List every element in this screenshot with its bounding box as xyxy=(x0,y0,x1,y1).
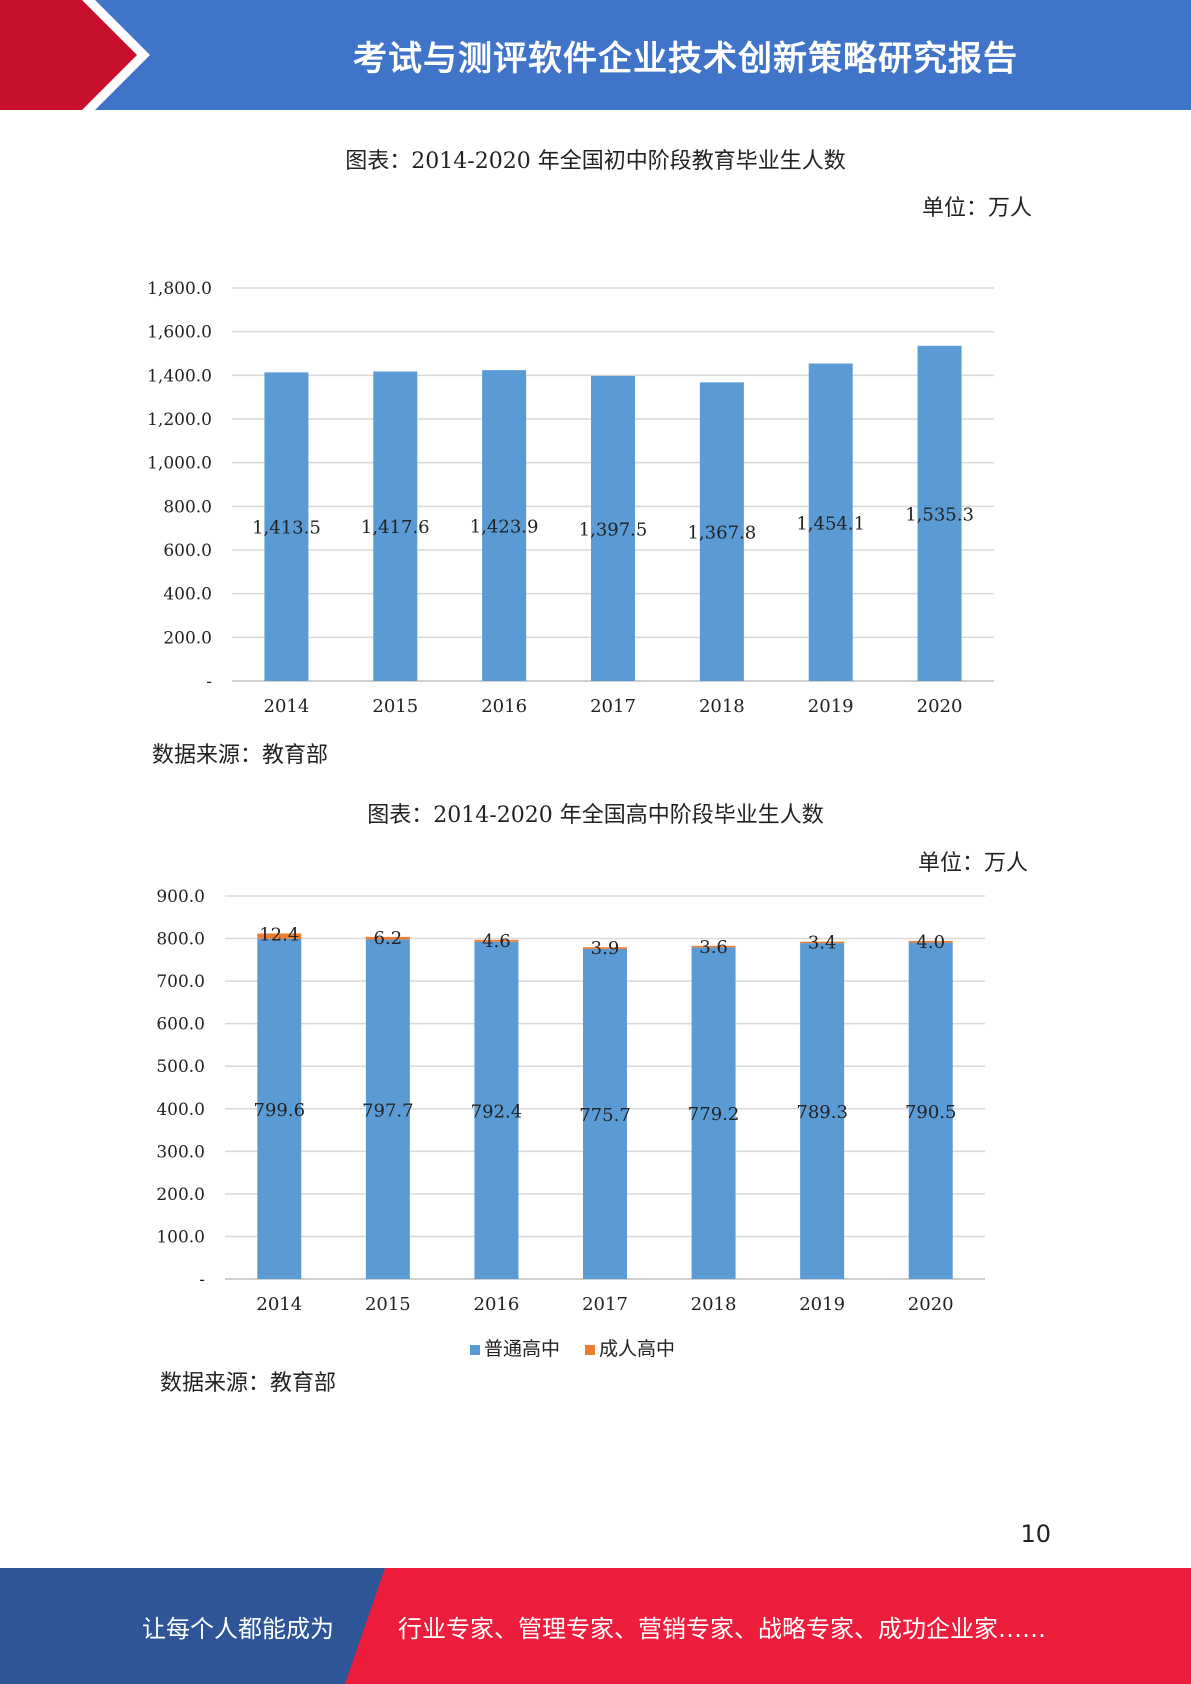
x-tick-label: 2020 xyxy=(908,1294,954,1315)
bar-series-2 xyxy=(257,933,302,939)
data-label: 6.2 xyxy=(374,928,403,949)
y-tick-label: 200.0 xyxy=(163,628,212,648)
data-label: 789.3 xyxy=(796,1102,848,1123)
y-tick-label: 1,600.0 xyxy=(147,323,212,343)
data-label: 790.5 xyxy=(905,1102,957,1123)
bar xyxy=(591,375,635,681)
bar-series-1 xyxy=(474,941,519,1279)
chart1-caption: 图表：2014-2020 年全国初中阶段教育毕业生人数 xyxy=(345,149,846,174)
chart1-bar-chart: - 200.0 400.0 600.0 800.0 1,000.0 1,200.0 1,400… xyxy=(147,279,994,717)
data-label: 12.4 xyxy=(259,924,299,945)
y-tick-label: 400.0 xyxy=(156,1100,205,1120)
y-tick-label: 1,200.0 xyxy=(147,410,212,430)
chart1-unit: 单位：万人 xyxy=(922,196,1033,221)
legend-label: 成人高中 xyxy=(599,1338,675,1360)
x-tick-label: 2018 xyxy=(691,1294,737,1315)
bar xyxy=(264,372,309,681)
y-tick-label: - xyxy=(206,672,212,692)
chart2-caption: 图表：2014-2020 年全国高中阶段毕业生人数 xyxy=(367,803,824,828)
data-label: 1,535.3 xyxy=(905,504,974,525)
x-tick-label: 2014 xyxy=(256,1294,302,1315)
y-tick-label: 600.0 xyxy=(156,1015,205,1035)
footer-slogan-right: 行业专家、管理专家、营销专家、战略专家、成功企业家…… xyxy=(398,1614,1046,1643)
data-label: 3.6 xyxy=(699,937,728,958)
bar xyxy=(699,382,744,681)
y-tick-label: 1,800.0 xyxy=(147,279,212,299)
x-tick-label: 2015 xyxy=(372,696,418,717)
bar xyxy=(373,371,418,681)
data-label: 799.6 xyxy=(254,1100,306,1121)
data-label: 779.2 xyxy=(688,1104,740,1125)
bar-series-1 xyxy=(583,948,627,1279)
bar-series-1 xyxy=(800,943,845,1279)
chart2-source: 数据来源：教育部 xyxy=(160,1371,337,1396)
x-tick-label: 2017 xyxy=(590,696,636,717)
chart2-stacked-bar-chart: - 100.0 200.0 300.0 400.0 500.0 600.0 700.0 800.… xyxy=(156,887,985,1360)
bar-series-2 xyxy=(474,939,519,942)
bar-series-1 xyxy=(908,942,953,1279)
y-tick-label: 800.0 xyxy=(156,930,205,950)
x-tick-label: 2016 xyxy=(481,696,527,717)
x-tick-label: 2019 xyxy=(808,696,854,717)
legend-label: 普通高中 xyxy=(484,1338,560,1360)
x-tick-label: 2018 xyxy=(699,696,745,717)
page-number: 10 xyxy=(1020,1520,1051,1548)
data-label: 3.9 xyxy=(591,938,620,959)
data-label: 4.0 xyxy=(916,932,945,953)
page-header: 考试与测评软件企业技术创新策略研究报告 xyxy=(0,0,1191,110)
bar xyxy=(917,345,962,681)
bar-series-2 xyxy=(583,947,627,949)
y-tick-label: 1,000.0 xyxy=(147,454,212,474)
y-tick-label: 200.0 xyxy=(156,1185,205,1205)
x-tick-label: 2017 xyxy=(582,1294,628,1315)
data-label: 1,454.1 xyxy=(796,513,865,534)
data-label: 1,423.9 xyxy=(470,517,539,538)
header-red-arrow xyxy=(0,0,150,110)
data-label: 1,417.6 xyxy=(361,517,430,538)
x-tick-label: 2016 xyxy=(474,1294,520,1315)
data-label: 1,367.8 xyxy=(687,523,756,544)
x-tick-label: 2015 xyxy=(365,1294,411,1315)
data-label: 1,413.5 xyxy=(252,518,321,539)
data-label: 1,397.5 xyxy=(579,519,648,540)
bar xyxy=(482,370,527,681)
page-footer: 让每个人都能成为 行业专家、管理专家、营销专家、战略专家、成功企业家…… xyxy=(0,1568,1191,1684)
data-label: 3.4 xyxy=(808,933,837,954)
chart2-unit: 单位：万人 xyxy=(918,851,1029,876)
legend-swatch-1 xyxy=(470,1345,480,1355)
y-tick-label: 300.0 xyxy=(156,1142,205,1162)
y-tick-label: 900.0 xyxy=(156,887,205,907)
bar-series-2 xyxy=(691,945,736,948)
footer-slogan-left: 让每个人都能成为 xyxy=(142,1614,334,1643)
x-tick-label: 2014 xyxy=(264,696,310,717)
bar-series-2 xyxy=(365,936,410,940)
data-label: 792.4 xyxy=(471,1101,523,1122)
y-tick-label: - xyxy=(199,1270,205,1290)
bar xyxy=(808,363,853,681)
y-tick-label: 600.0 xyxy=(163,541,212,561)
data-label: 4.6 xyxy=(482,931,511,952)
bar-series-1 xyxy=(365,939,410,1279)
bar-series-2 xyxy=(800,941,845,944)
bar-series-1 xyxy=(257,938,302,1279)
bar-series-2 xyxy=(908,940,953,943)
y-tick-label: 1,400.0 xyxy=(147,366,212,386)
y-tick-label: 100.0 xyxy=(156,1227,205,1247)
y-tick-label: 800.0 xyxy=(163,497,212,517)
y-tick-label: 500.0 xyxy=(156,1057,205,1077)
x-tick-label: 2020 xyxy=(917,696,963,717)
report-title: 考试与测评软件企业技术创新策略研究报告 xyxy=(353,38,1018,79)
bar-series-1 xyxy=(691,947,736,1279)
chart1-source: 数据来源：教育部 xyxy=(152,743,329,768)
footer-background xyxy=(0,1568,1191,1684)
x-tick-label: 2019 xyxy=(799,1294,845,1315)
data-label: 775.7 xyxy=(579,1105,631,1126)
y-tick-label: 400.0 xyxy=(163,585,212,605)
y-tick-label: 700.0 xyxy=(156,972,205,992)
data-label: 797.7 xyxy=(362,1100,414,1121)
legend-swatch-2 xyxy=(585,1345,595,1355)
